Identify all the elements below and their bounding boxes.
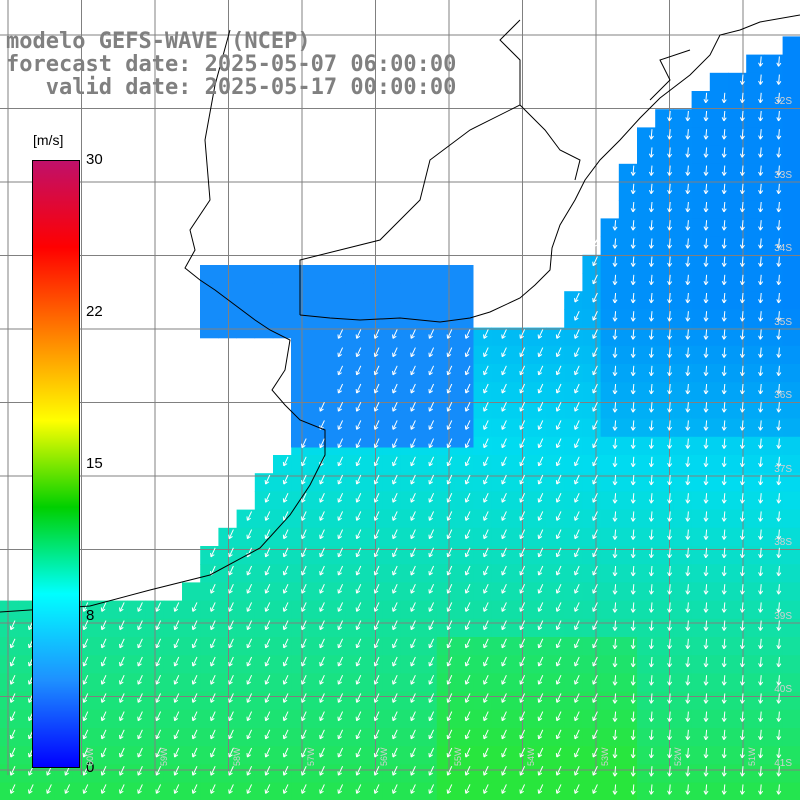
latitude-label: 38S — [774, 537, 792, 548]
colorbar-unit: [m/s] — [33, 132, 64, 148]
longitude-label: 57W — [305, 747, 316, 766]
model-title: modelo GEFS-WAVE (NCEP) — [6, 29, 311, 54]
colorbar-tick: 15 — [86, 455, 103, 472]
latitude-label: 35S — [774, 316, 792, 328]
colorbar-tick-min: 0 — [86, 759, 95, 776]
longitude-label: 58W — [232, 747, 242, 766]
longitude-label: 53W — [599, 747, 610, 766]
latitude-label: 39S — [774, 610, 792, 622]
colorbar-tick: 22 — [86, 303, 103, 320]
colorbar-tick-max: 30 — [86, 151, 103, 168]
latitude-label: 40S — [774, 684, 792, 695]
latitude-label: 32S — [774, 96, 792, 107]
latitude-label: 34S — [774, 243, 792, 254]
longitude-label: 51W — [746, 747, 757, 766]
latitude-label: 41S — [774, 757, 792, 769]
colorbar — [32, 160, 80, 768]
longitude-label: 56W — [379, 747, 389, 766]
wind-arrows — [9, 56, 782, 795]
latitude-label: 37S — [774, 463, 792, 475]
coastline — [0, 14, 800, 613]
longitude-label: 52W — [673, 747, 683, 766]
forecast-date: forecast date: 2025-05-07 06:00:00 — [6, 52, 457, 77]
latitude-label: 36S — [774, 390, 792, 401]
longitude-label: 54W — [526, 747, 536, 766]
longitude-label: 60W — [85, 747, 95, 766]
wind-speed-field — [0, 36, 800, 800]
colorbar-tick: 8 — [86, 607, 95, 624]
latitude-label: 33S — [774, 169, 792, 181]
valid-date: valid date: 2025-05-17 00:00:00 — [6, 75, 457, 100]
longitude-label: 55W — [452, 747, 463, 766]
longitude-label: 59W — [158, 747, 169, 766]
